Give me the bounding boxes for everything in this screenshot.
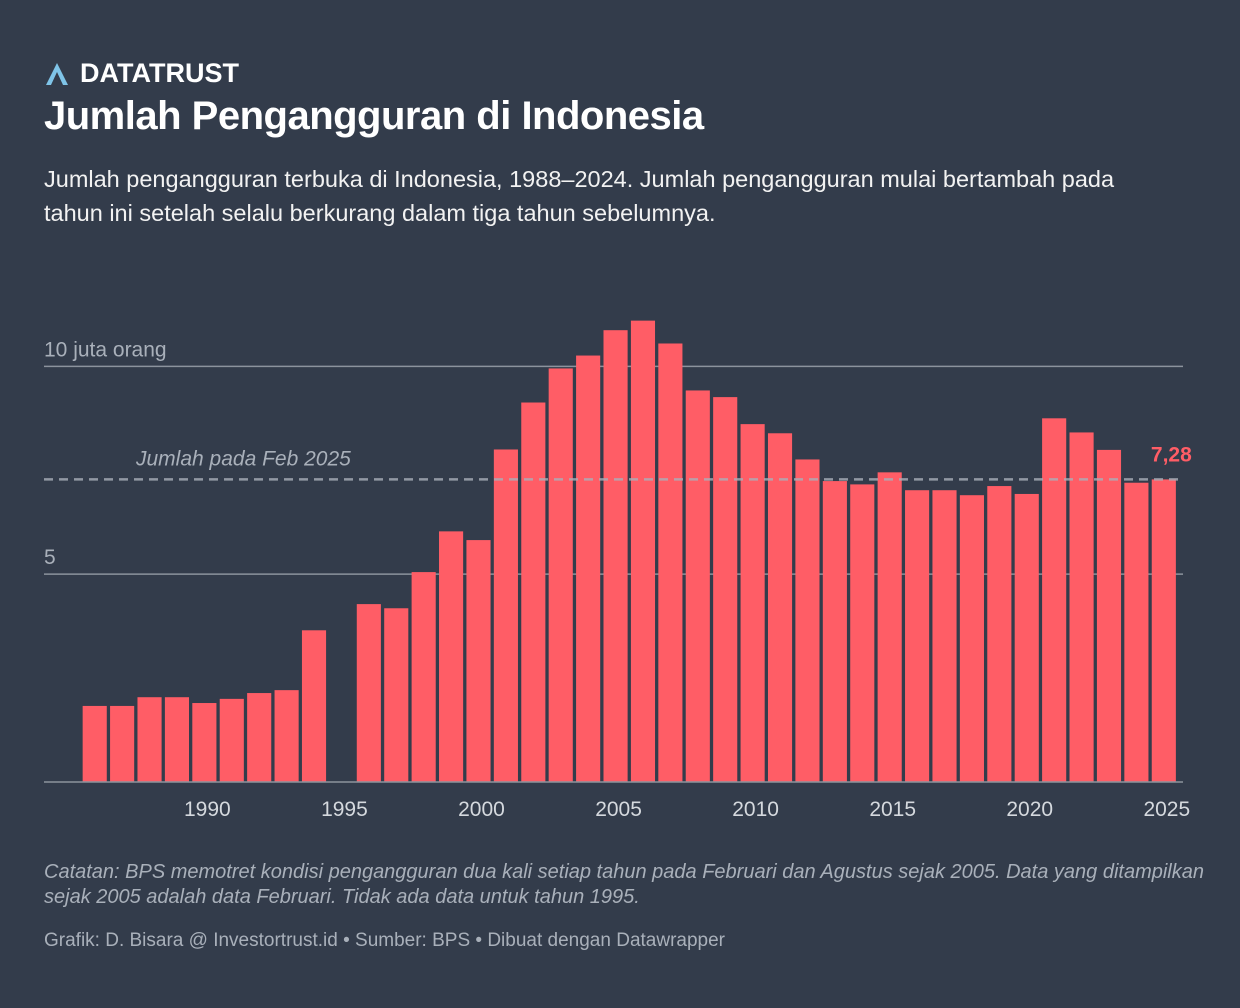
bar [822,481,847,782]
x-tick-label: 2015 [869,798,916,821]
x-tick-label: 2020 [1006,798,1053,821]
bar [576,355,601,782]
x-tick-label: 2000 [458,798,505,821]
bar [411,572,436,782]
bar [356,604,381,782]
credit: Grafik: D. Bisara @ Investortrust.id • S… [44,930,725,951]
bar [1096,449,1122,782]
bar [466,540,491,782]
bar [1151,479,1176,782]
bar [877,472,902,782]
bar [1014,493,1039,782]
bar [110,705,135,782]
value-label: 7,28 [1151,443,1192,466]
note: Catatan: BPS memotret kondisi penganggur… [44,861,1204,908]
bar [1042,418,1067,782]
bar [521,402,546,782]
chart-subtitle: Jumlah pengangguran terbuka di Indonesia… [44,166,1115,226]
bar [630,320,656,782]
bar [548,368,573,782]
bar [219,698,244,782]
bar [767,433,793,782]
bar [247,693,272,782]
bar [932,490,957,782]
brand-text: DATATRUST [80,58,239,88]
bar [384,608,409,782]
bar [905,490,930,782]
chart-title: Jumlah Pengangguran di Indonesia [44,94,704,138]
bar [740,424,765,782]
bar [685,390,710,782]
x-tick-label: 2025 [1143,798,1190,821]
y-tick-label: 10 juta orang [44,338,167,361]
bar [713,397,738,782]
bar [603,330,628,782]
bar [987,486,1012,782]
bar [82,705,107,782]
bar [1124,482,1149,782]
bar [493,449,518,782]
bar [274,690,299,782]
x-tick-label: 1995 [321,798,368,821]
bar [301,630,327,782]
brand-icon [46,62,68,85]
x-tick-label: 1990 [184,798,231,821]
bar [795,459,820,782]
x-tick-label: 2010 [732,798,779,821]
bar [164,697,190,782]
bar [959,495,984,782]
bar [1069,432,1094,782]
brand: DATATRUST [44,58,239,89]
y-tick-label: 5 [44,546,56,569]
bar [658,343,683,782]
reference-label: Jumlah pada Feb 2025 [135,447,351,470]
bar [850,484,875,782]
bar [137,697,162,782]
bar [439,531,464,782]
chart: 5 10 juta orang 7,28 1990 1995 2000 2005 2010 20… [44,320,1192,821]
x-tick-label: 2005 [595,798,642,821]
bar [192,703,217,782]
